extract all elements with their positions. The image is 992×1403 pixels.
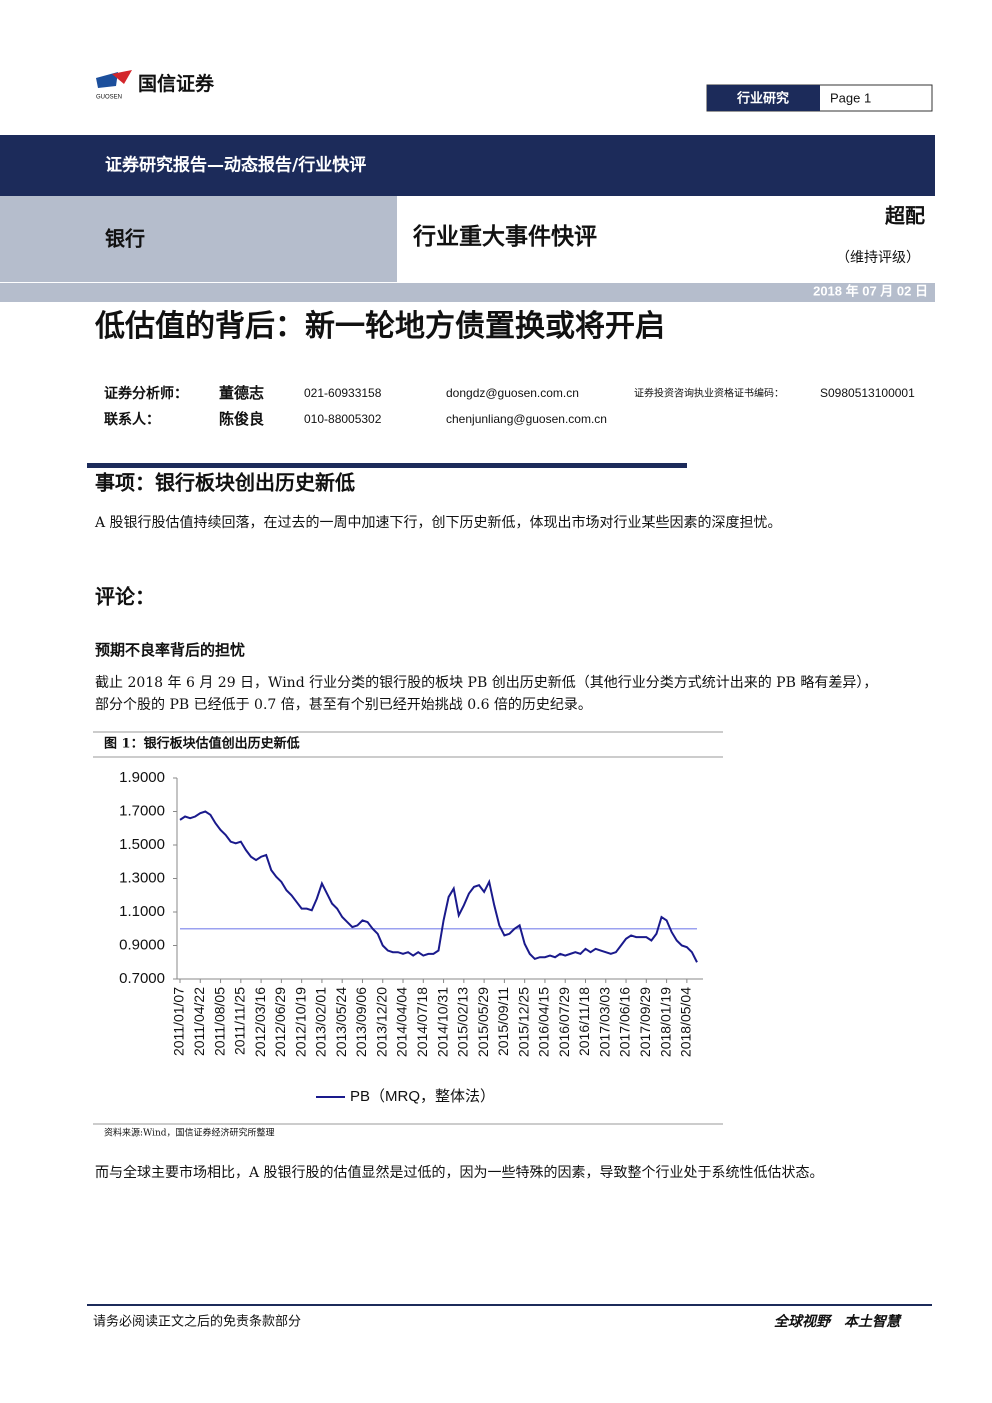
x-tick-label: 2017/06/16 <box>617 987 633 1057</box>
logo: 国信证券 GUOSEN <box>96 70 215 101</box>
banner <box>0 135 935 196</box>
x-tick-label: 2013/12/20 <box>373 987 389 1057</box>
x-tick-label: 2013/02/01 <box>313 987 329 1057</box>
banner-text: 证券研究报告—动态报告/行业快评 <box>105 155 366 176</box>
y-tick-label: 1.3000 <box>119 869 165 886</box>
report-type: 行业重大事件快评 <box>412 223 597 250</box>
logo-text: 国信证券 <box>138 72 215 95</box>
x-tick-label: 2015/05/29 <box>475 987 491 1057</box>
x-tick-label: 2015/12/25 <box>515 987 531 1057</box>
doc-title: 低估值的背后：新一轮地方债置换或将开启 <box>94 309 665 344</box>
rating-note: （维持评级） <box>836 250 920 266</box>
footer-right: 全球视野 本土智慧 <box>774 1313 902 1330</box>
section-heading: 事项：银行板块创出历史新低 <box>95 471 355 495</box>
chart: 0.7000 0.9000 1.1000 1.3000 1.5000 1.7000 1.90… <box>119 769 703 1105</box>
section-heading: 评论： <box>95 585 155 609</box>
x-tick-label: 2013/05/24 <box>333 987 349 1057</box>
industry: 银行 <box>105 227 145 251</box>
industry-block <box>0 196 397 282</box>
analyst-email: chenjunliang@guosen.com.cn <box>446 412 607 426</box>
x-tick-label: 2016/07/29 <box>556 987 572 1057</box>
paragraph-line: 部分个股的 PB 已经低于 0.7 倍，甚至有个别已经开始挑战 0.6 倍的历史… <box>95 697 592 713</box>
analyst-cert: S0980513100001 <box>820 386 915 400</box>
analyst-role: 证券分析师： <box>104 385 188 402</box>
y-tick-label: 0.7000 <box>119 970 165 987</box>
legend-label: PB（MRQ，整体法） <box>350 1088 495 1105</box>
paragraph-line: 截止 2018 年 6 月 29 日，Wind 行业分类的银行股的板块 PB 创… <box>95 675 877 691</box>
x-tick-label: 2018/05/04 <box>678 987 694 1057</box>
series-line <box>179 810 698 963</box>
section-label: 行业研究 <box>736 91 789 107</box>
x-tick-label: 2014/07/18 <box>414 987 430 1057</box>
subheading: 预期不良率背后的担忧 <box>95 641 245 659</box>
paragraph: A 股银行股估值持续回落，在过去的一周中加速下行，创下历史新低，体现出市场对行业… <box>94 514 782 531</box>
x-tick-label: 2016/11/18 <box>576 987 592 1056</box>
chart-title: 图 1：银行板块估值创出历史新低 <box>104 736 300 752</box>
rating: 超配 <box>884 204 925 228</box>
x-tick-label: 2011/04/22 <box>191 987 207 1056</box>
y-tick-label: 0.9000 <box>119 936 165 953</box>
x-tick-label: 2017/09/29 <box>637 987 653 1057</box>
x-tick-label: 2015/02/13 <box>455 987 471 1057</box>
analyst-name: 陈俊良 <box>219 410 264 428</box>
y-tick-label: 1.1000 <box>119 903 165 920</box>
x-tick-label: 2017/03/03 <box>596 987 612 1057</box>
chart-source: 资料来源:Wind，国信证券经济研究所整理 <box>104 1127 275 1139</box>
date-bar <box>0 283 935 302</box>
logo-mark <box>112 70 132 84</box>
y-tick-label: 1.7000 <box>119 802 165 819</box>
x-tick-label: 2014/04/04 <box>394 987 410 1057</box>
x-tick-label: 2014/10/31 <box>434 987 450 1057</box>
x-tick-label: 2016/04/15 <box>536 987 552 1057</box>
x-tick-label: 2011/11/25 <box>232 987 248 1055</box>
x-tick-label: 2013/09/06 <box>353 987 369 1057</box>
x-tick-label: 2011/01/07 <box>171 987 187 1056</box>
y-tick-label: 1.5000 <box>119 836 165 853</box>
logo-sub: GUOSEN <box>96 95 122 101</box>
x-tick-label: 2012/03/16 <box>252 987 268 1057</box>
x-tick-label: 2011/08/05 <box>211 987 227 1056</box>
x-tick-label: 2012/10/19 <box>292 987 308 1057</box>
paragraph: 而与全球主要市场相比，A 股银行股的估值显然是过低的，因为一些特殊的因素，导致整… <box>95 1164 824 1181</box>
analyst-cert-label: 证券投资咨询执业资格证书编码： <box>634 387 784 400</box>
logo-mark <box>96 72 118 88</box>
analyst-email: dongdz@guosen.com.cn <box>446 386 579 400</box>
analyst-role: 联系人： <box>104 411 160 428</box>
footer-left: 请务必阅读正文之后的免责条款部分 <box>93 1314 301 1330</box>
page-number: Page 1 <box>830 90 871 105</box>
date: 2018 年 07 月 02 日 <box>813 283 928 298</box>
x-tick-label: 2018/01/19 <box>657 987 673 1057</box>
section-box-fill <box>707 85 820 111</box>
analyst-name: 董德志 <box>219 384 264 402</box>
analyst-phone: 010-88005302 <box>304 412 382 426</box>
heading-rule <box>87 463 687 468</box>
x-tick-label: 2015/09/11 <box>495 987 511 1056</box>
y-tick-label: 1.9000 <box>119 769 165 786</box>
analyst-phone: 021-60933158 <box>304 386 382 400</box>
x-tick-label: 2012/06/29 <box>272 987 288 1057</box>
